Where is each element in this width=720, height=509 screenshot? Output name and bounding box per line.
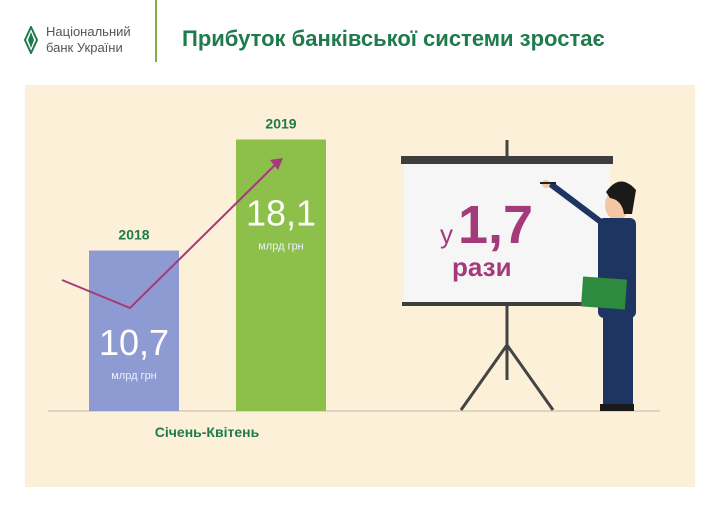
year-label: 2019 — [265, 116, 296, 132]
x-axis-label: Січень-Квітень — [155, 424, 260, 440]
unit-label: млрд грн — [258, 241, 304, 253]
green-folder-icon — [581, 276, 627, 310]
presentation-board: у 1,7 рази — [401, 140, 613, 411]
value-label: 18,1 — [246, 193, 316, 234]
unit-label: млрд грн — [111, 370, 157, 382]
header-divider — [155, 0, 157, 62]
tripod-leg-right — [505, 344, 555, 411]
board-top-bar — [401, 156, 613, 164]
board-suffix: рази — [452, 252, 512, 282]
page-title: Прибуток банківської системи зростає — [182, 26, 605, 51]
bar-2018 — [89, 250, 179, 411]
tripod-leg-left — [459, 344, 509, 411]
board-prefix: у — [440, 219, 453, 249]
year-label: 2018 — [118, 227, 149, 243]
arrow-head-icon — [270, 158, 283, 170]
nbu-logo: Національний банк України — [24, 24, 131, 56]
nbu-emblem-icon — [24, 26, 38, 54]
bar-2019 — [236, 139, 326, 411]
board-ratio: 1,7 — [458, 195, 533, 255]
trend-arrow — [61, 161, 279, 310]
value-label: 10,7 — [99, 322, 169, 363]
businessman-figure — [540, 180, 636, 411]
org-name-line1: Національний — [46, 24, 131, 39]
org-name-line2: банк України — [46, 40, 123, 55]
